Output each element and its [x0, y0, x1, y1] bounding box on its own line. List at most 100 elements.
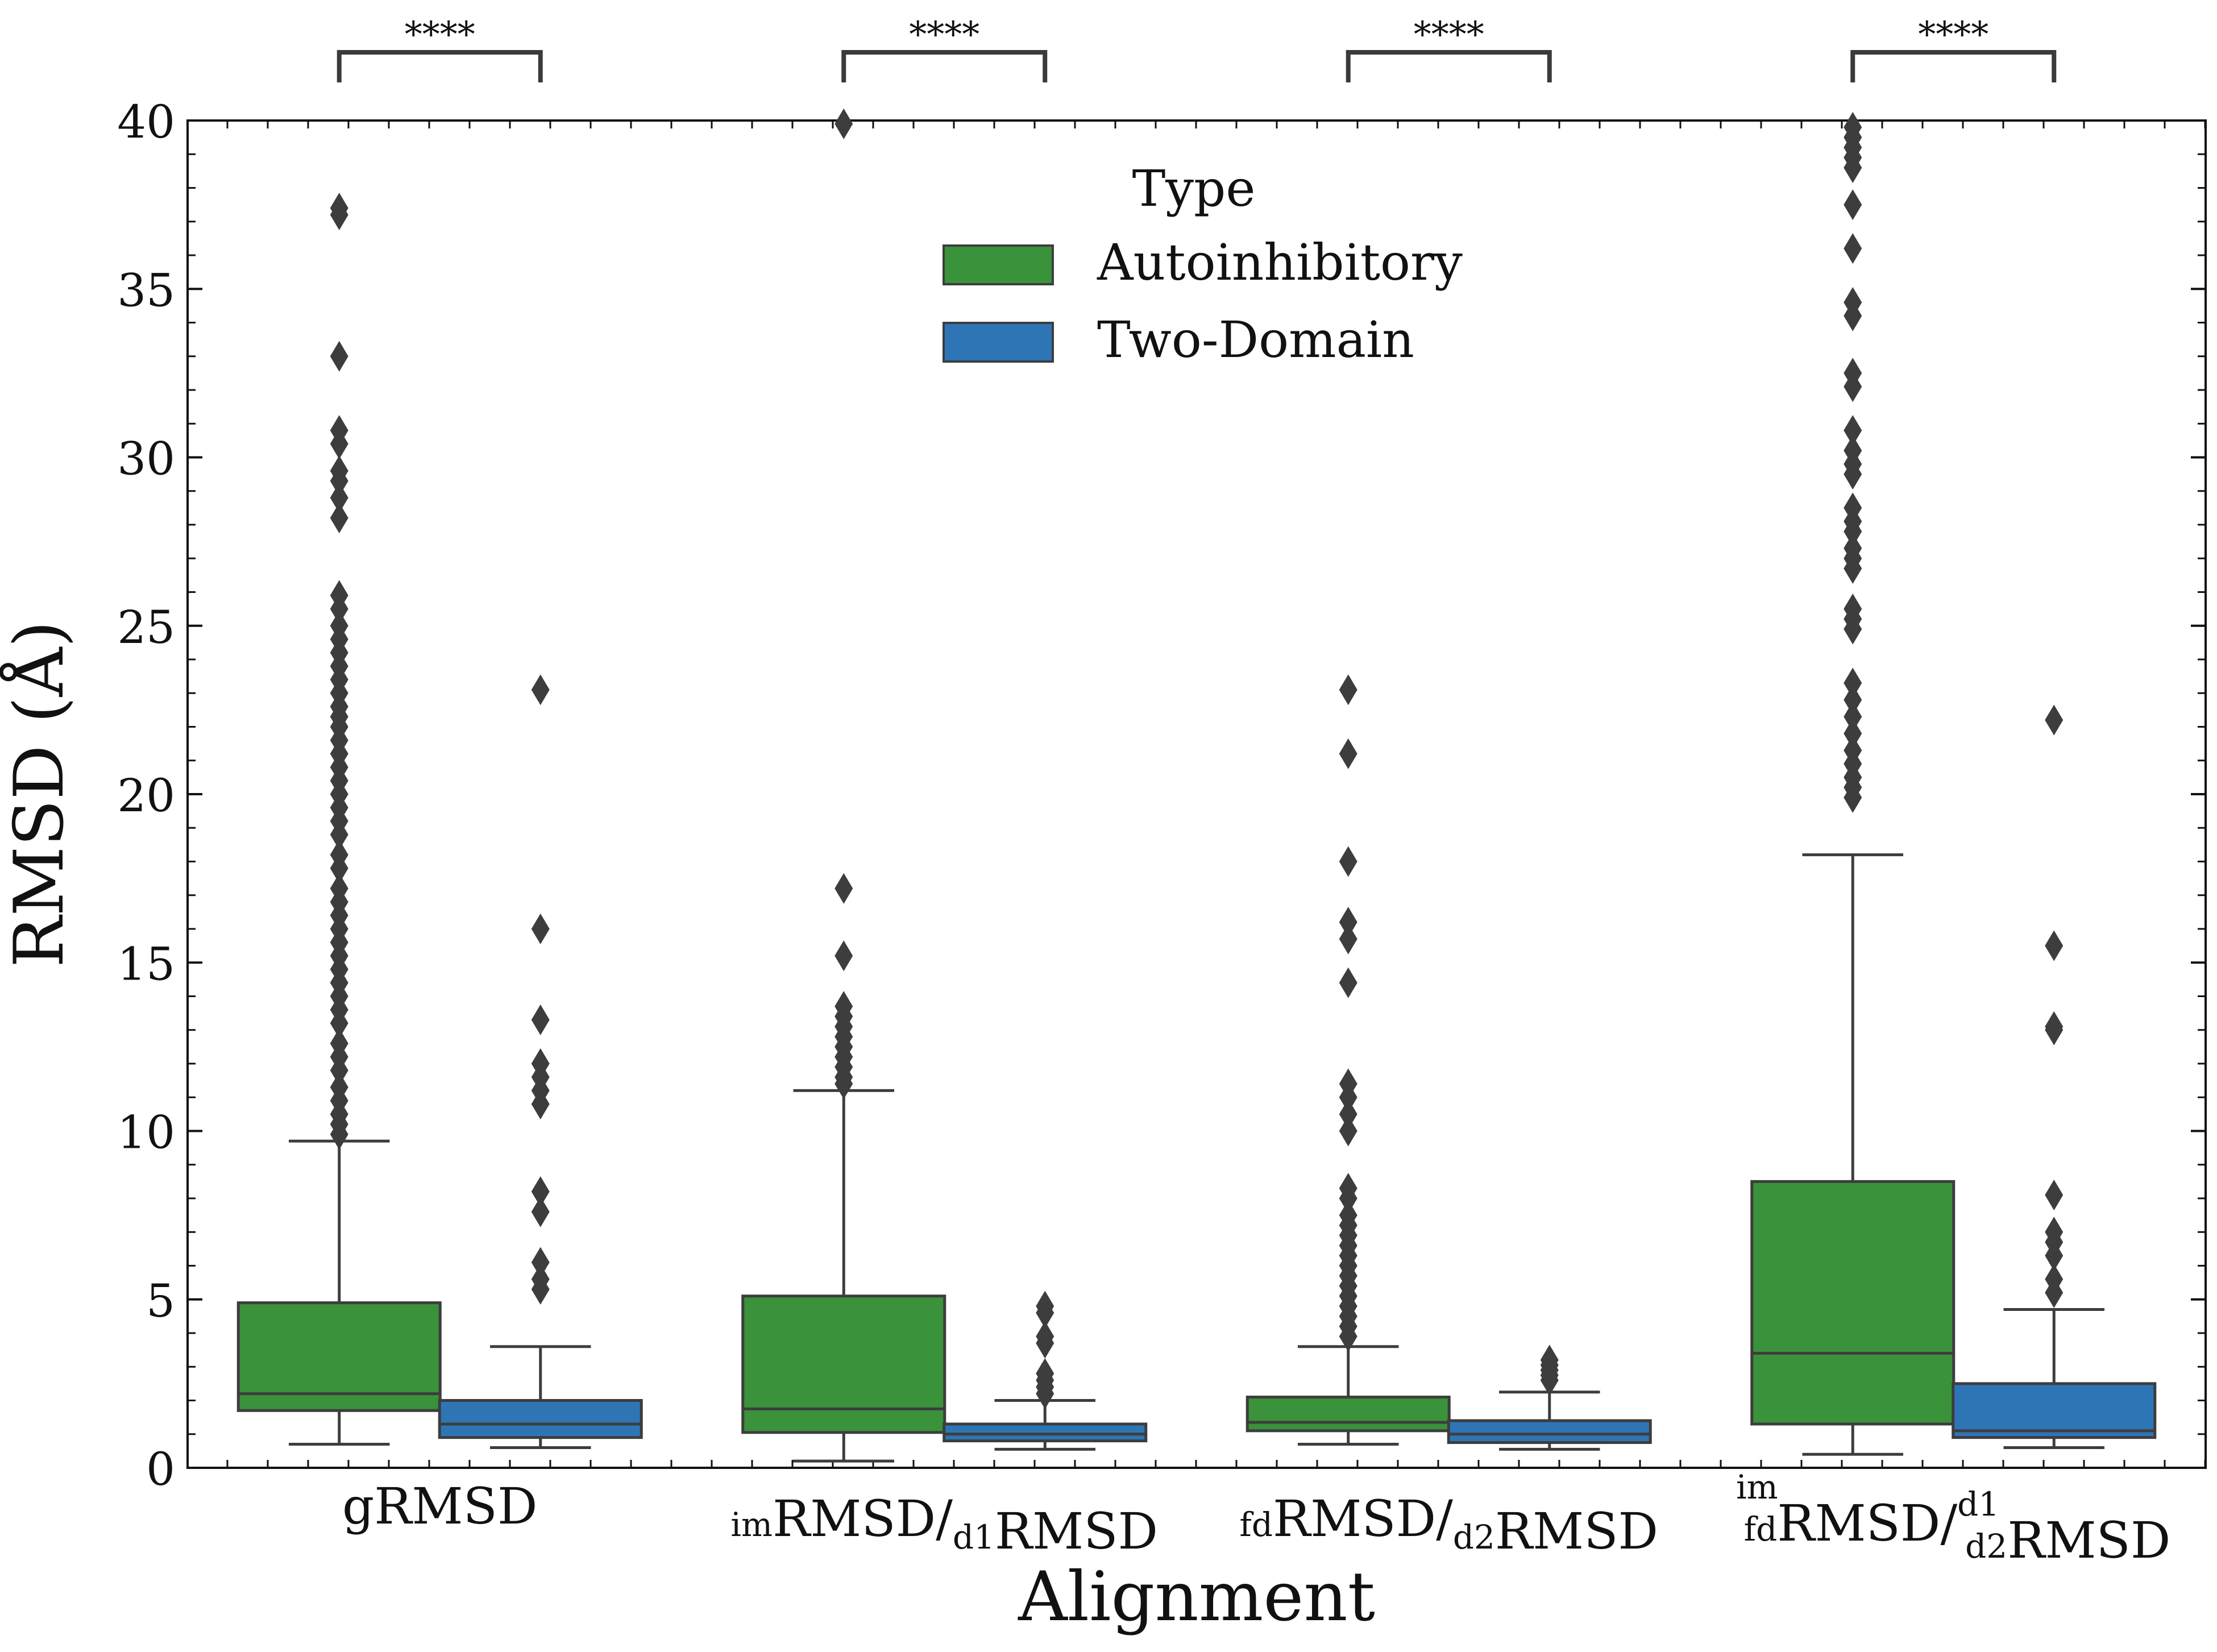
outlier-point — [531, 1273, 550, 1305]
outlier-point — [1844, 516, 1862, 547]
y-tick-label: 20 — [117, 769, 175, 822]
outlier-point — [1036, 1327, 1054, 1359]
boxes — [236, 108, 2157, 1463]
outlier-point — [330, 428, 348, 459]
legend: Type Autoinhibitory Two-Domain — [943, 159, 1463, 369]
outlier-point — [1844, 701, 1862, 732]
box-iqr — [1245, 1396, 1451, 1433]
outlier-point — [2045, 1014, 2064, 1045]
x-tick-sup: im — [1736, 1468, 1778, 1506]
outlier-point — [1844, 553, 1862, 584]
outlier-point — [1844, 459, 1862, 490]
significance-label: **** — [405, 14, 475, 55]
box-two-domain-2 — [1447, 1344, 1652, 1451]
y-tick-label: 25 — [117, 601, 175, 654]
outlier-point — [835, 940, 853, 972]
outlier-point — [330, 482, 348, 513]
box-iqr — [741, 1294, 946, 1434]
x-tick-sub: im — [730, 1505, 773, 1544]
box-autoinhibitory-1 — [741, 108, 946, 1463]
box-autoinhibitory-2 — [1245, 674, 1451, 1446]
outlier-point — [330, 1119, 348, 1150]
outlier-point — [1339, 1183, 1357, 1214]
outlier-point — [1339, 907, 1357, 938]
bracket-line — [1346, 50, 1552, 82]
outlier-point — [531, 1176, 550, 1207]
outlier-point — [531, 914, 550, 944]
outlier-point — [1339, 967, 1357, 998]
y-axis-label: RMSD (Å) — [0, 621, 79, 968]
y-tick-label: 0 — [146, 1443, 175, 1496]
box-iqr — [1447, 1419, 1652, 1445]
outlier-point — [1844, 718, 1862, 749]
significance-bracket: **** — [337, 14, 543, 82]
outlier-point — [330, 819, 348, 850]
outlier-point — [1339, 1098, 1357, 1130]
outlier-point — [2045, 1180, 2064, 1211]
outlier-point — [1339, 923, 1357, 954]
box-iqr — [1952, 1382, 2157, 1439]
y-tick-label: 40 — [117, 96, 175, 148]
outlier-point — [330, 593, 348, 625]
significance-label: **** — [1414, 14, 1484, 55]
x-tick-base2: RMSD — [1495, 1502, 1658, 1560]
y-tick-label: 10 — [117, 1106, 175, 1159]
outlier-point — [1844, 684, 1862, 716]
legend-entry-label: Two-Domain — [1097, 310, 1414, 369]
outlier-point — [1844, 152, 1862, 183]
x-tick-sub: d2 — [1453, 1518, 1495, 1556]
box-two-domain-1 — [943, 1290, 1148, 1451]
outlier-point — [1339, 1082, 1357, 1113]
legend-swatch — [943, 322, 1054, 363]
outlier-point — [531, 1004, 550, 1035]
outlier-point — [1844, 782, 1862, 813]
outlier-point — [835, 873, 853, 904]
outlier-point — [330, 465, 348, 496]
bracket-line — [841, 50, 1048, 82]
legend-swatch — [943, 244, 1054, 285]
bracket-line — [337, 50, 543, 82]
outlier-point — [330, 341, 348, 372]
x-tick-label: gRMSD — [342, 1477, 538, 1535]
box-autoinhibitory-0 — [236, 193, 442, 1446]
x-axis-label: Alignment — [1018, 1558, 1375, 1637]
outlier-point — [330, 1055, 348, 1086]
x-tick-base2: RMSD — [2007, 1511, 2170, 1570]
y-tick-label: 30 — [117, 433, 175, 485]
box-two-domain-0 — [438, 674, 643, 1449]
x-tick-sub: fd — [1239, 1505, 1273, 1544]
outlier-point — [2045, 1277, 2064, 1308]
x-tick-sub: d1 — [953, 1518, 995, 1556]
outlier-point — [531, 674, 550, 705]
x-tick-base: gRMSD — [342, 1477, 538, 1535]
box-iqr — [438, 1399, 643, 1439]
legend-title: Type — [1132, 159, 1256, 218]
y-tick-label: 15 — [117, 937, 175, 990]
x-tick-base: RMSD/ — [773, 1489, 953, 1548]
box-iqr — [943, 1422, 1148, 1443]
outlier-point — [330, 853, 348, 884]
outlier-point — [330, 193, 348, 224]
significance-bracket: **** — [841, 14, 1048, 82]
outlier-point — [1844, 415, 1862, 446]
outlier-point — [1339, 846, 1357, 877]
x-tick-base: RMSD/ — [1777, 1494, 1957, 1553]
outlier-point — [1339, 1115, 1357, 1147]
outlier-point — [2045, 1240, 2064, 1271]
significance-label: **** — [909, 14, 979, 55]
outlier-point — [835, 108, 853, 139]
outlier-point — [1339, 674, 1357, 705]
outlier-point — [1339, 738, 1357, 769]
outlier-point — [330, 1007, 348, 1039]
box-two-domain-3 — [1952, 704, 2157, 1449]
x-tick-base2: RMSD — [995, 1502, 1158, 1560]
box-iqr — [1750, 1180, 1956, 1426]
outlier-point — [1844, 613, 1862, 645]
significance-label: **** — [1918, 14, 1988, 55]
outlier-point — [835, 1068, 853, 1099]
y-tick-label: 35 — [117, 264, 175, 317]
x-tick-base: RMSD/ — [1273, 1489, 1453, 1548]
